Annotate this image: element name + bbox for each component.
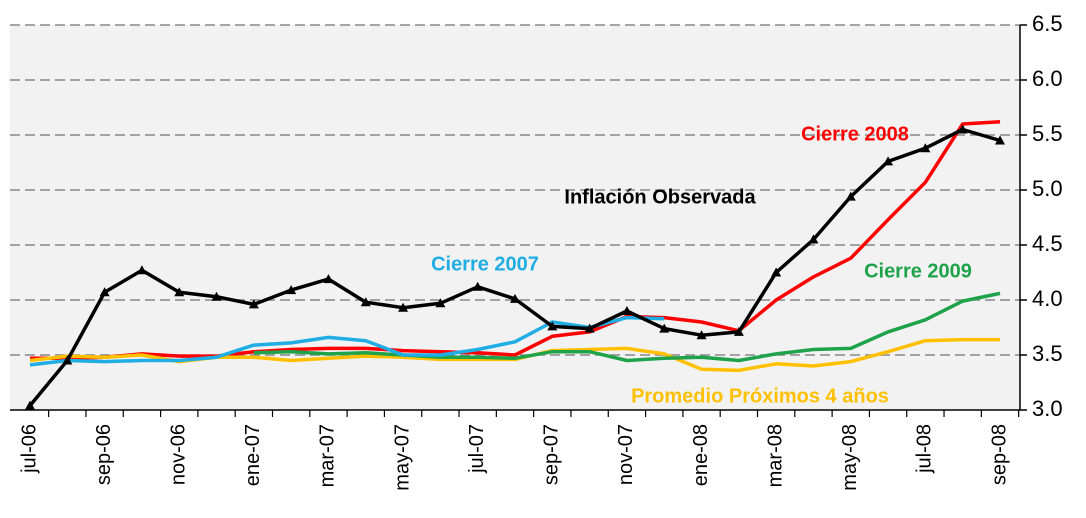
marker [211,291,222,301]
x-tick-label: jul-06 [18,424,40,474]
marker [398,302,409,312]
marker [510,293,520,303]
series-label: Cierre 2009 [864,260,972,282]
marker [584,323,595,333]
x-tick-label: sep-08 [988,424,1010,485]
y-tick-label: 6.0 [1032,66,1063,91]
marker [883,156,894,166]
y-tick-label: 5.5 [1032,121,1063,146]
marker [136,265,147,275]
y-tick-label: 4.5 [1032,231,1063,256]
marker [174,287,185,297]
marker [995,135,1005,145]
marker [845,191,856,201]
marker [621,306,632,315]
marker [99,287,110,297]
x-tick-label: may-07 [391,424,413,491]
marker [286,285,297,295]
x-tick-label: ene-07 [242,424,264,486]
marker [323,274,334,284]
marker [472,281,483,291]
x-tick-label: sep-06 [93,424,115,485]
y-tick-label: 4.0 [1032,286,1063,311]
marker [25,400,35,410]
marker [696,330,707,340]
marker [957,124,968,134]
series-label: Cierre 2008 [801,123,909,145]
series-label: Promedio Próximos 4 años [631,385,889,407]
y-tick-label: 5.0 [1032,176,1063,201]
marker [248,299,259,309]
plot-area [10,25,1020,410]
marker [435,298,446,308]
x-tick-label: nov-07 [615,424,637,485]
series-label: Cierre 2007 [431,253,539,275]
series-line [253,291,1001,363]
y-tick-label: 3.0 [1032,396,1063,421]
marker [62,355,73,365]
x-tick-label: nov-06 [168,424,190,485]
marker [659,323,670,333]
marker [771,267,782,277]
marker [808,234,819,244]
x-tick-label: jul-08 [914,424,936,474]
y-tick-label: 3.5 [1032,341,1063,366]
marker [547,321,558,331]
x-tick-label: ene-08 [690,424,712,486]
x-tick-label: mar-08 [764,424,786,487]
y-tick-label: 6.5 [1032,11,1063,36]
x-tick-label: may-08 [839,424,861,491]
series-label: Inflación Observada [564,186,756,208]
x-tick-label: mar-07 [317,424,339,487]
marker [920,143,931,153]
x-tick-label: sep-07 [541,424,563,485]
marker [360,297,371,307]
x-tick-label: jul-07 [466,424,488,474]
series-line [30,120,1001,361]
marker [733,326,744,336]
series-line [29,315,665,367]
